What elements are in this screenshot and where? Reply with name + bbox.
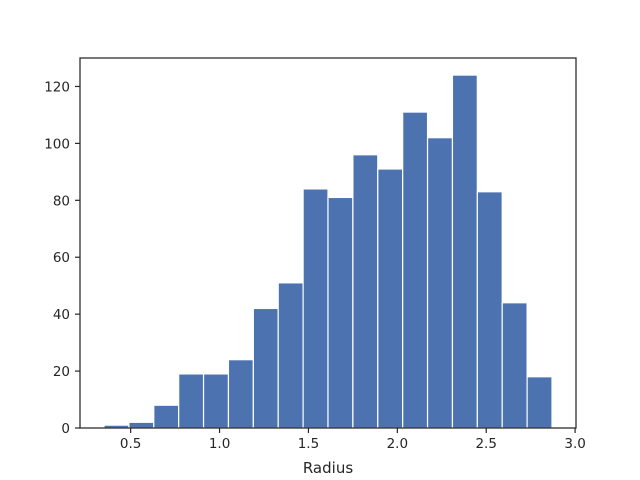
- y-tick-label: 20: [53, 364, 70, 380]
- x-axis-label: Radius: [303, 459, 353, 477]
- x-tick-label: 2.5: [475, 436, 496, 452]
- histogram-bar: [426, 137, 454, 429]
- y-tick-label: 60: [53, 250, 70, 266]
- x-tick-label: 3.0: [564, 436, 585, 452]
- histogram-bar: [227, 359, 254, 429]
- histogram-bar: [153, 404, 180, 429]
- y-tick-label: 80: [53, 193, 70, 209]
- histogram-bar: [526, 376, 553, 429]
- histogram-bar: [252, 307, 279, 429]
- histogram-bar: [476, 191, 503, 429]
- y-tick-label: 100: [44, 136, 70, 152]
- y-tick-label: 40: [53, 307, 70, 323]
- y-axis: 0 20 40 60 80 100 120: [44, 79, 80, 437]
- histogram-bar: [451, 74, 478, 429]
- histogram-bar: [178, 373, 205, 429]
- histogram-bar: [377, 168, 404, 429]
- histogram-bar: [501, 302, 528, 429]
- x-tick-label: 1.5: [298, 436, 319, 452]
- x-tick-label: 0.5: [120, 436, 141, 452]
- histogram-bar: [277, 282, 304, 429]
- x-tick-label: 2.0: [387, 436, 408, 452]
- histogram-bars: [103, 74, 553, 429]
- x-axis: 0.5 1.0 1.5 2.0 2.5 3.0: [120, 428, 586, 452]
- histogram-bar: [402, 111, 429, 429]
- histogram-bar: [202, 373, 230, 429]
- histogram-bar: [352, 154, 379, 429]
- y-tick-label: 0: [61, 421, 70, 437]
- histogram-bar: [327, 196, 354, 429]
- histogram-bar: [128, 421, 155, 429]
- plot-frame: [79, 57, 577, 429]
- histogram-bar: [302, 188, 329, 429]
- x-tick-label: 1.0: [209, 436, 230, 452]
- y-tick-label: 120: [44, 79, 70, 95]
